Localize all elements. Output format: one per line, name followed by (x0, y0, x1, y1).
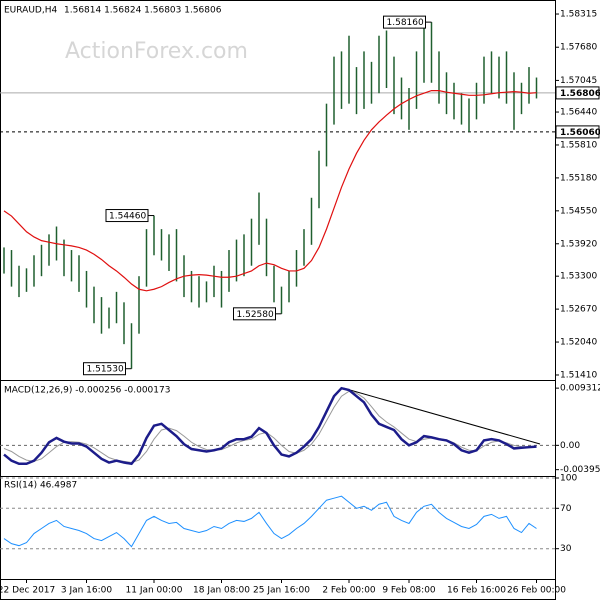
last-price-label: 1.56806 (560, 89, 600, 99)
y-tick-label: 1.57045 (560, 76, 597, 86)
indicator-line (3, 495, 537, 548)
level-label: 1.56060 (560, 128, 600, 138)
chart-title: EURAUD,H4 (4, 6, 57, 16)
indicator-line (3, 386, 537, 466)
y-tick-label: 0.00 (560, 441, 580, 451)
level-box (555, 125, 600, 139)
y-tick-label: 1.55810 (560, 140, 597, 150)
x-tick-label: 25 Jan 16:00 (253, 586, 310, 596)
indicator-line (3, 390, 537, 464)
annotation-label: 1.51530 (87, 365, 124, 375)
y-tick-label: -0.003958 (560, 465, 600, 475)
y-tick-label: 1.57680 (560, 43, 597, 53)
y-tick-label: 1.55180 (560, 173, 597, 183)
y-tick-label: 1.54550 (560, 206, 597, 216)
y-tick-label: 100 (560, 474, 577, 484)
y-tick-label: 0.009312 (560, 384, 600, 394)
y-tick-label: 30 (560, 544, 572, 554)
x-tick-label: 26 Feb 00:00 (507, 586, 566, 596)
y-tick-label: 1.56440 (560, 108, 597, 118)
annotation-box (83, 362, 126, 376)
y-tick-label: 1.52040 (560, 338, 597, 348)
moving-average (3, 90, 537, 292)
y-tick-label: 1.53920 (560, 239, 597, 249)
annotation-box (105, 209, 149, 223)
annotation-label: 1.58160 (387, 18, 424, 28)
annotation-box (233, 307, 276, 321)
x-tick-label: 18 Jan 08:00 (193, 586, 250, 596)
trend-line (342, 387, 541, 445)
y-tick-label: 1.51410 (560, 370, 597, 380)
y-tick-label: 1.52670 (560, 305, 597, 315)
x-tick-label: 2 Feb 00:00 (322, 586, 376, 596)
annotation-label: 1.54460 (109, 212, 146, 222)
last-price-box (555, 86, 600, 100)
x-tick-label: 9 Feb 08:00 (382, 586, 436, 596)
chart-subtitle: 1.56814 1.56824 1.56803 1.56806 (64, 6, 222, 16)
annotation-label: 1.52580 (237, 310, 274, 320)
y-tick-label: 70 (560, 504, 572, 514)
rsi-title: RSI(14) 46.4987 (4, 481, 77, 491)
x-tick-label: 3 Jan 16:00 (61, 586, 113, 596)
x-tick-label: 22 Dec 2017 (0, 586, 55, 596)
watermark: ActionForex.com (65, 39, 248, 64)
frame (0, 0, 556, 600)
annotation-box (383, 15, 426, 29)
x-tick-label: 16 Feb 16:00 (447, 586, 506, 596)
y-tick-label: 1.58315 (560, 10, 597, 20)
macd-title: MACD(12,26,9) -0.000256 -0.000173 (4, 386, 170, 396)
y-tick-label: 1.53300 (560, 272, 597, 282)
x-tick-label: 11 Jan 00:00 (126, 586, 183, 596)
